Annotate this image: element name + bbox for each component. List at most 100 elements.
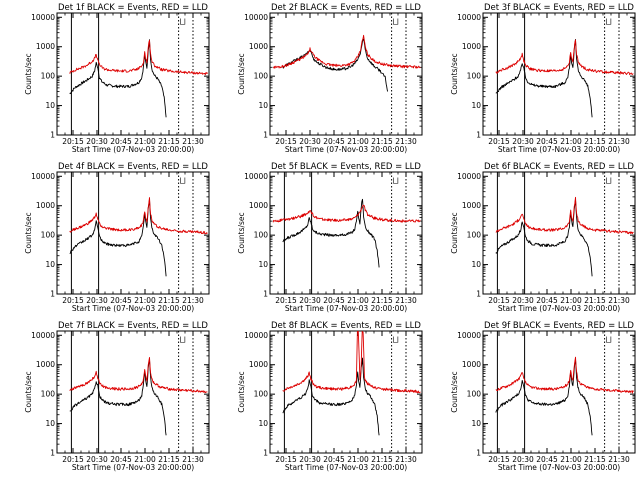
interval-marker-glyph: ⨆	[180, 17, 186, 26]
interval-marker-glyph: ⨆	[606, 176, 612, 185]
series-line-lld	[495, 356, 634, 394]
x-tick-label: 20:45	[110, 296, 132, 305]
x-tick-label: 21:15	[371, 137, 393, 146]
y-tick-label: 100	[467, 390, 482, 399]
x-tick-label: 21:00	[347, 137, 369, 146]
x-tick-label: 20:15	[275, 137, 297, 146]
plot-frame	[269, 171, 423, 295]
series-line-lld	[69, 39, 208, 76]
x-tick-label: 20:15	[488, 455, 510, 464]
series-line-events	[69, 199, 167, 277]
x-axis-label: Start Time (07-Nov-03 20:00:00)	[285, 145, 407, 154]
x-tick-label: 20:30	[512, 455, 534, 464]
plot-frame	[269, 330, 423, 454]
series-events	[69, 199, 167, 277]
y-tick-label: 10	[258, 101, 268, 110]
interval-marker-glyph: ⨆	[393, 335, 399, 344]
x-tick-label: 20:15	[62, 296, 84, 305]
y-tick-label: 10	[471, 101, 481, 110]
plot-frame	[56, 12, 210, 136]
series-line-events	[495, 39, 593, 118]
x-tick-label: 20:45	[110, 455, 132, 464]
x-tick-label: 21:15	[371, 455, 393, 464]
y-tick-label: 1	[50, 449, 55, 458]
x-tick-label: 21:00	[560, 296, 582, 305]
y-tick-label: 10	[45, 419, 55, 428]
series-line-lld	[495, 196, 634, 235]
x-axis-label: Start Time (07-Nov-03 20:00:00)	[498, 304, 620, 313]
plot-frame	[269, 12, 423, 136]
series-lld	[495, 39, 634, 76]
y-axis-label: Counts/sec	[450, 212, 459, 253]
series-line-lld	[273, 34, 421, 69]
y-tick-label: 100	[467, 231, 482, 240]
plot-frame	[482, 171, 636, 295]
y-tick-label: 100	[254, 231, 269, 240]
y-axis-label: Counts/sec	[450, 53, 459, 94]
y-tick-label: 1	[476, 449, 481, 458]
x-tick-label: 20:45	[536, 296, 558, 305]
interval-marker-glyph: ⨆	[393, 176, 399, 185]
x-tick-label: 20:30	[512, 296, 534, 305]
x-tick-label: 20:45	[323, 296, 345, 305]
interval-marker-glyph: ⨆	[180, 335, 186, 344]
y-axis-label: Counts/sec	[24, 53, 33, 94]
panel-det-6: Det 6f BLACK = Events, RED = LLD 1 10 100 10…	[450, 162, 636, 313]
x-tick-label: 21:15	[158, 455, 180, 464]
x-tick-label: 20:45	[323, 137, 345, 146]
x-tick-label: 21:30	[608, 137, 630, 146]
x-tick-label: 20:15	[488, 296, 510, 305]
series-lld	[272, 204, 421, 223]
y-tick-label: 100	[41, 72, 56, 81]
plot-frame	[482, 330, 636, 454]
y-axis-label: Counts/sec	[237, 212, 246, 253]
y-tick-label: 1	[476, 131, 481, 140]
interval-marker-glyph: ⨆	[606, 335, 612, 344]
x-axis-label: Start Time (07-Nov-03 20:00:00)	[498, 463, 620, 472]
y-tick-label: 10	[45, 101, 55, 110]
x-tick-label: 21:15	[158, 296, 180, 305]
y-axis-label: Counts/sec	[237, 53, 246, 94]
panel-title: Det 7f BLACK = Events, RED = LLD	[58, 321, 208, 331]
x-tick-label: 21:15	[158, 137, 180, 146]
x-tick-label: 20:30	[86, 455, 108, 464]
x-tick-label: 21:15	[584, 137, 606, 146]
x-tick-label: 20:30	[86, 296, 108, 305]
series-lld	[69, 357, 208, 394]
y-tick-label: 10	[45, 260, 55, 269]
x-tick-label: 20:30	[86, 137, 108, 146]
x-tick-label: 21:00	[134, 455, 156, 464]
y-tick-label: 1000	[249, 360, 268, 369]
series-events	[282, 198, 380, 268]
y-tick-label: 10	[471, 419, 481, 428]
interval-marker-glyph: ⨆	[393, 17, 399, 26]
interval-marker-glyph: ⨆	[606, 17, 612, 26]
x-tick-label: 21:00	[134, 137, 156, 146]
x-tick-label: 20:45	[110, 137, 132, 146]
panel-title: Det 6f BLACK = Events, RED = LLD	[484, 162, 634, 172]
x-tick-label: 20:15	[488, 137, 510, 146]
y-axis-label: Counts/sec	[237, 371, 246, 412]
series-line-lld	[495, 39, 634, 76]
x-tick-label: 21:30	[608, 296, 630, 305]
panel-det-9: Det 9f BLACK = Events, RED = LLD 1 10 100 10…	[450, 321, 636, 472]
y-tick-label: 1000	[462, 360, 481, 369]
y-tick-label: 10000	[31, 13, 55, 22]
x-axis-label: Start Time (07-Nov-03 20:00:00)	[285, 304, 407, 313]
panel-title: Det 1f BLACK = Events, RED = LLD	[58, 3, 208, 13]
x-tick-label: 20:45	[536, 137, 558, 146]
panel-det-2: Det 2f BLACK = Events, RED = LLD 1 10 100 10…	[237, 3, 423, 154]
x-tick-label: 20:30	[299, 455, 321, 464]
y-tick-label: 100	[254, 390, 269, 399]
x-tick-label: 20:45	[536, 455, 558, 464]
x-tick-label: 21:00	[560, 455, 582, 464]
x-tick-label: 21:30	[182, 137, 204, 146]
panel-det-3: Det 3f BLACK = Events, RED = LLD 1 10 100 10…	[450, 3, 636, 154]
series-events	[495, 198, 593, 277]
y-tick-label: 10	[471, 260, 481, 269]
x-axis-label: Start Time (07-Nov-03 20:00:00)	[285, 463, 407, 472]
x-tick-label: 21:00	[347, 455, 369, 464]
series-events	[495, 39, 593, 118]
x-tick-label: 20:30	[299, 137, 321, 146]
x-tick-label: 21:15	[371, 296, 393, 305]
